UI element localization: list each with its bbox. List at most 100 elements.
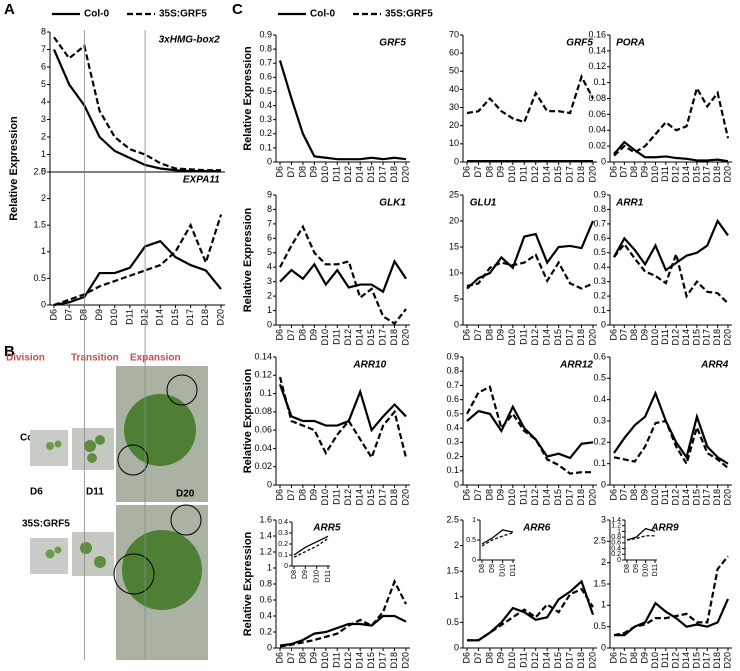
- y-tick-label: 1.5: [446, 566, 459, 576]
- x-tick-label: D7: [286, 166, 296, 178]
- x-tick-label: D17: [564, 166, 574, 183]
- y-tick-label: 0.8: [446, 366, 459, 376]
- series-line: [279, 259, 407, 294]
- legend-label: Col-0: [84, 9, 109, 20]
- y-tick-label: 0.4: [259, 610, 272, 620]
- panel-label: C: [232, 1, 243, 18]
- x-tick-label: D20: [587, 652, 597, 669]
- x-tick-label: D15: [170, 309, 180, 326]
- y-tick-label: 0: [601, 319, 606, 329]
- y-tick-label: 0.3: [593, 276, 606, 286]
- x-tick-label: D6: [608, 166, 618, 178]
- x-tick-label: D7: [64, 309, 74, 321]
- y-tick-label: 2: [454, 540, 459, 550]
- y-tick-label: 10: [449, 267, 459, 277]
- y-tick-label: 0.7: [259, 58, 272, 68]
- y-tick-label: 2: [267, 290, 272, 300]
- x-tick-label: D11: [332, 166, 342, 182]
- legend-label: 35S:GRF5: [159, 9, 207, 20]
- y-tick-label: 1.2: [259, 546, 272, 556]
- y-tick-label: 1: [472, 517, 476, 524]
- x-tick-label: D18: [712, 329, 722, 346]
- x-tick-label: D10: [109, 309, 119, 326]
- x-tick-label: D8: [297, 489, 307, 501]
- x-tick-label: D9: [496, 329, 506, 341]
- x-tick-label: D15: [366, 166, 376, 183]
- x-tick-label: D9: [496, 166, 506, 178]
- panel-title: PORA: [616, 38, 645, 49]
- panel-title: ARR6: [522, 523, 551, 534]
- y-tick-label: 0.06: [588, 109, 606, 119]
- x-tick-label: D14: [355, 166, 365, 183]
- y-tick-label: 2: [41, 193, 46, 203]
- x-tick-label: D15: [366, 329, 376, 346]
- x-tick-label: D7: [473, 652, 483, 664]
- series-line: [466, 385, 593, 475]
- x-tick-label: D14: [681, 652, 691, 669]
- x-tick-label: D20: [400, 166, 410, 183]
- legend-label: Col-0: [310, 9, 335, 20]
- x-tick-label: D11: [332, 329, 342, 345]
- y-tick-label: 0.2: [259, 128, 272, 138]
- x-tick-label: D12: [343, 652, 353, 669]
- x-tick-label: D9: [94, 309, 104, 321]
- x-tick-label: D11: [325, 570, 332, 582]
- x-tick-label: D10: [500, 564, 507, 577]
- y-axis-label: Relative Expression: [8, 116, 20, 221]
- legend-label: 35S:GRF5: [385, 9, 433, 20]
- x-tick-label: D9: [639, 652, 649, 664]
- series-line: [613, 390, 729, 465]
- y-tick-label: 0.7: [593, 218, 606, 228]
- y-tick-label: 15: [449, 241, 459, 251]
- x-tick-label: D15: [691, 166, 701, 183]
- panel-title: ARR4: [700, 360, 729, 371]
- x-tick-label: D7: [619, 652, 629, 664]
- x-tick-label: D15: [691, 489, 701, 506]
- y-tick-label: 3: [601, 514, 606, 524]
- panel-title: ARR10: [352, 360, 386, 371]
- x-tick-label: D7: [619, 329, 629, 341]
- x-tick-label: D10: [643, 564, 650, 577]
- x-tick-label: D8: [629, 166, 639, 178]
- x-tick-label: D6: [608, 329, 618, 341]
- y-tick-label: 0.6: [593, 351, 606, 361]
- y-tick-label: 4: [267, 262, 272, 272]
- x-tick-label: D8: [629, 329, 639, 341]
- y-tick-label: 2.5: [33, 166, 46, 176]
- series-line: [613, 140, 729, 163]
- day-label: D20: [176, 489, 195, 500]
- y-tick-label: 4: [41, 96, 46, 106]
- y-tick-label: 1: [617, 528, 621, 535]
- y-tick-label: 0: [454, 479, 459, 489]
- x-tick-label: D8: [291, 570, 298, 579]
- x-tick-label: D15: [366, 652, 376, 669]
- panel-title: 3xHMG-box2: [159, 35, 221, 46]
- x-tick-label: D20: [587, 166, 597, 183]
- y-tick-label: 0.08: [254, 406, 272, 416]
- x-tick-label: D6: [274, 329, 284, 341]
- panel-title: ARR12: [559, 360, 593, 371]
- x-tick-label: D18: [712, 166, 722, 183]
- y-tick-label: 0.4: [593, 394, 606, 404]
- panel-title: ARR1: [615, 198, 644, 209]
- x-tick-label: D6: [274, 489, 284, 501]
- x-tick-label: D7: [473, 329, 483, 341]
- y-tick-label: 5: [454, 293, 459, 303]
- series-line: [293, 535, 329, 556]
- x-tick-label: D11: [519, 489, 529, 505]
- x-tick-label: D7: [619, 489, 629, 501]
- y-tick-label: 0.08: [588, 93, 606, 103]
- y-tick-label: 8: [41, 26, 46, 36]
- y-tick-label: 0.8: [259, 43, 272, 53]
- x-tick-label: D8: [79, 309, 89, 321]
- x-tick-label: D17: [377, 329, 387, 346]
- y-tick-label: 0.1: [593, 458, 606, 468]
- x-tick-label: D18: [576, 652, 586, 669]
- y-tick-label: 20: [449, 215, 459, 225]
- x-tick-label: D8: [624, 564, 631, 573]
- y-tick-label: 0.02: [254, 461, 272, 471]
- y-tick-label: 0: [454, 642, 459, 652]
- x-tick-label: D8: [629, 489, 639, 501]
- x-tick-label: D6: [608, 652, 618, 664]
